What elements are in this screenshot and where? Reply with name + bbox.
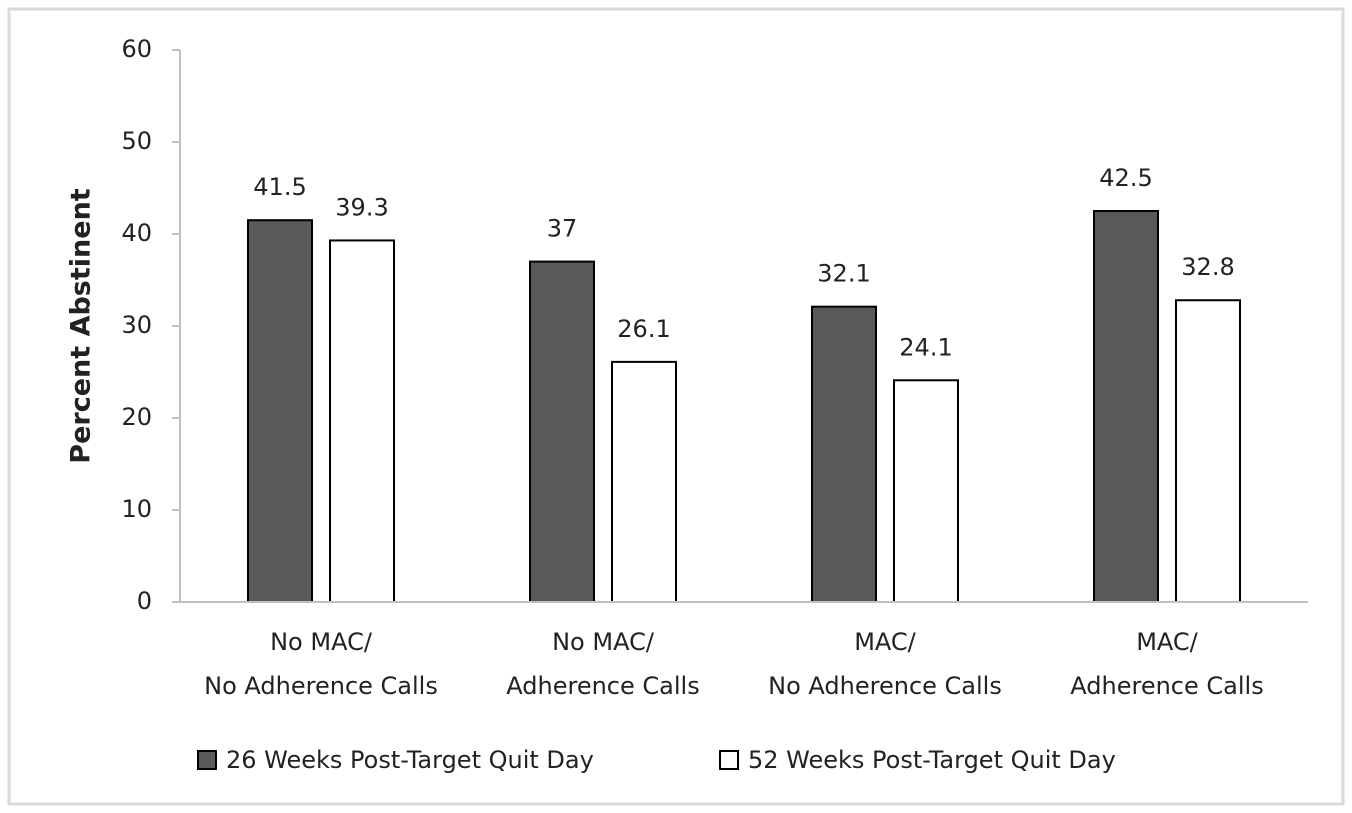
bar — [811, 305, 877, 603]
y-tick-label: 40 — [121, 219, 152, 247]
bar — [247, 219, 313, 603]
legend-swatch — [197, 750, 217, 770]
y-axis-label: Percent Abstinent — [66, 188, 97, 463]
legend-label: 52 Weeks Post-Target Quit Day — [748, 746, 1116, 774]
bar — [329, 239, 395, 603]
x-tick-label: MAC/ — [1136, 628, 1198, 656]
value-label: 32.1 — [817, 260, 870, 288]
value-label: 37 — [547, 215, 578, 243]
legend-swatch — [719, 750, 739, 770]
bar — [529, 260, 595, 603]
legend-label: 26 Weeks Post-Target Quit Day — [226, 746, 594, 774]
x-tick-label: Adherence Calls — [506, 672, 699, 700]
value-label: 39.3 — [335, 193, 388, 221]
bar — [611, 360, 677, 603]
value-label: 42.5 — [1099, 164, 1152, 192]
x-tick-label: No MAC/ — [270, 628, 373, 656]
x-tick-label: Adherence Calls — [1070, 672, 1263, 700]
y-tick-label: 20 — [121, 403, 152, 431]
x-tick-label: MAC/ — [854, 628, 916, 656]
y-tick-label: 50 — [121, 127, 152, 155]
y-tick-label: 10 — [121, 495, 152, 523]
y-tick-label: 60 — [121, 35, 152, 63]
x-tick-label: No MAC/ — [552, 628, 655, 656]
y-tick-label: 0 — [137, 587, 152, 615]
bar — [1175, 299, 1241, 603]
x-tick-label: No Adherence Calls — [204, 672, 438, 700]
value-label: 32.8 — [1181, 253, 1234, 281]
value-label: 26.1 — [617, 315, 670, 343]
value-label: 41.5 — [253, 173, 306, 201]
y-tick-label: 30 — [121, 311, 152, 339]
bar — [1093, 210, 1159, 603]
value-label: 24.1 — [899, 333, 952, 361]
x-tick-label: No Adherence Calls — [768, 672, 1002, 700]
bar — [893, 379, 959, 603]
